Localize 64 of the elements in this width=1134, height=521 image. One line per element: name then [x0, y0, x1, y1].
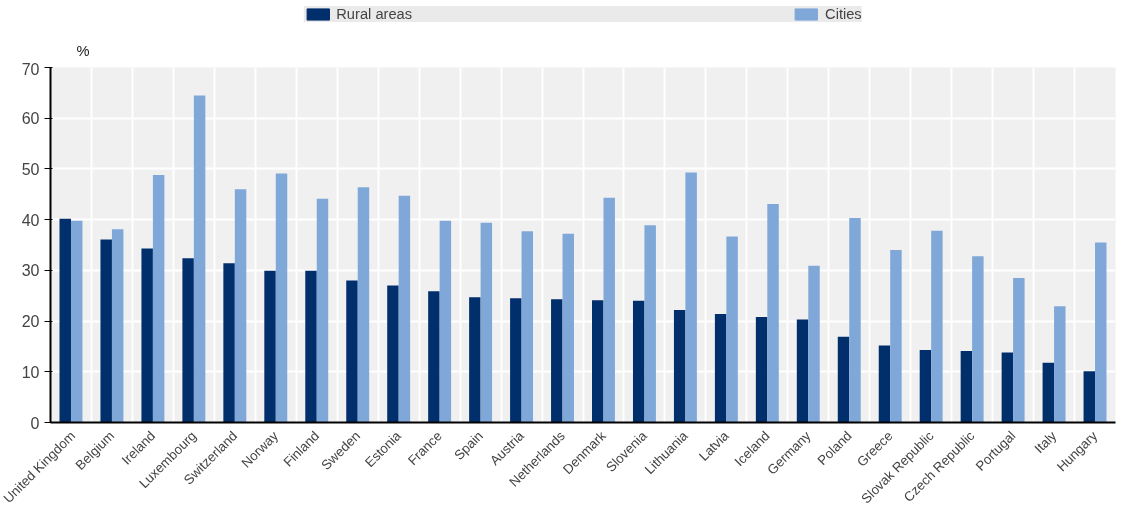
bar [755, 317, 768, 423]
bar [152, 175, 165, 423]
bar [398, 195, 411, 423]
bar [673, 309, 686, 423]
bar [439, 220, 452, 423]
bar [111, 229, 124, 423]
bar [357, 187, 370, 423]
bar [275, 173, 288, 423]
x-tick-label: Italy [1031, 427, 1060, 457]
bar [592, 300, 604, 423]
bar [714, 313, 727, 423]
bar [1083, 371, 1096, 423]
bar [70, 220, 83, 423]
bar [59, 218, 71, 423]
bar [316, 198, 329, 423]
bar [796, 319, 809, 423]
bar [141, 248, 153, 423]
bar [305, 270, 317, 423]
bar [878, 345, 891, 423]
legend-label: Rural areas [336, 6, 413, 22]
y-tick-label: 0 [30, 414, 40, 432]
bar [346, 280, 358, 423]
bar [521, 231, 534, 423]
y-tick-label: 50 [21, 160, 40, 178]
bar [469, 297, 481, 423]
bar [223, 263, 235, 423]
bar [193, 95, 206, 423]
bar [182, 258, 194, 423]
bar [931, 230, 943, 423]
bar [972, 256, 984, 423]
bar [1054, 306, 1066, 423]
bar [632, 300, 645, 423]
bar [837, 336, 850, 423]
bar [100, 239, 112, 423]
bar [1095, 242, 1107, 423]
bar [849, 218, 861, 423]
y-tick-label: 40 [21, 211, 40, 229]
bar [234, 189, 247, 423]
bar [551, 299, 563, 423]
bar [510, 298, 522, 423]
bar [1013, 277, 1025, 423]
bar [919, 349, 932, 423]
bar [726, 236, 738, 423]
legend-label: Cities [825, 6, 862, 22]
y-tick-label: 60 [21, 110, 40, 128]
bar [960, 350, 973, 423]
bar [644, 225, 656, 423]
bar [428, 291, 440, 423]
y-tick-label: 20 [21, 313, 40, 331]
y-tick-label: 10 [21, 363, 40, 381]
bar [603, 197, 615, 423]
y-tick-label: 70 [21, 60, 40, 78]
bar [890, 250, 902, 423]
bar [1001, 352, 1014, 423]
bar [1042, 362, 1055, 423]
bar [264, 270, 276, 423]
y-axis-title: % [76, 42, 90, 59]
bar [685, 172, 697, 423]
bar [767, 203, 779, 423]
bar [808, 265, 820, 423]
bar [480, 222, 493, 423]
bar [387, 285, 399, 423]
bar [562, 233, 574, 423]
y-tick-label: 30 [21, 262, 40, 280]
